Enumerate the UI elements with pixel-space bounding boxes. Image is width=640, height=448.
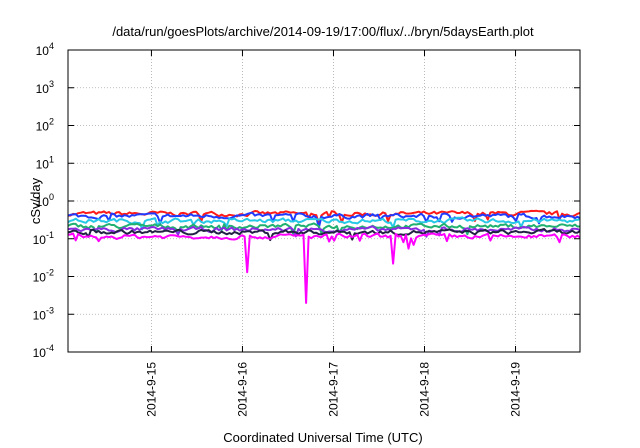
series-line-5 <box>67 225 581 238</box>
x-axis-label: Coordinated Universal Time (UTC) <box>223 430 422 445</box>
y-tick-exponent: 4 <box>49 41 54 51</box>
series-line-6 <box>67 228 581 242</box>
x-tick-label: 2014-9-17 <box>326 362 340 417</box>
x-tick-label: 2014-9-18 <box>418 362 432 417</box>
y-tick-exponent: 2 <box>49 117 54 127</box>
chart-title: /data/run/goesPlots/archive/2014-09-19/1… <box>112 24 534 39</box>
x-tick-label: 2014-9-15 <box>144 362 158 417</box>
series-line-3 <box>67 216 581 231</box>
series-line-4 <box>67 222 580 236</box>
y-tick-exponent: -3 <box>46 305 54 315</box>
y-tick-label: 10-2 <box>33 268 54 285</box>
x-tick-label: 2014-9-19 <box>509 362 523 417</box>
y-tick-label: 101 <box>36 154 54 171</box>
y-tick-label: 100 <box>36 192 54 209</box>
y-tick-exponent: 3 <box>49 79 54 89</box>
y-tick-label: 10-4 <box>33 343 54 360</box>
series-line-2 <box>67 211 581 229</box>
series-line-7 <box>67 232 581 304</box>
y-tick-exponent: 1 <box>49 154 54 164</box>
y-tick-label: 103 <box>36 79 54 96</box>
y-axis-label: cSv/day <box>28 177 43 224</box>
y-tick-label: 102 <box>36 117 54 134</box>
y-tick-label: 10-3 <box>33 305 54 322</box>
y-tick-label: 104 <box>36 41 54 58</box>
y-tick-exponent: 0 <box>49 192 54 202</box>
y-tick-label: 10-1 <box>33 230 54 247</box>
y-tick-exponent: -1 <box>46 230 54 240</box>
series-line-1 <box>67 209 581 225</box>
series-lines <box>67 209 581 304</box>
grid-lines <box>68 50 580 352</box>
y-tick-exponent: -2 <box>46 268 54 278</box>
x-tick-label: 2014-9-16 <box>235 362 249 417</box>
y-tick-exponent: -4 <box>46 343 54 353</box>
